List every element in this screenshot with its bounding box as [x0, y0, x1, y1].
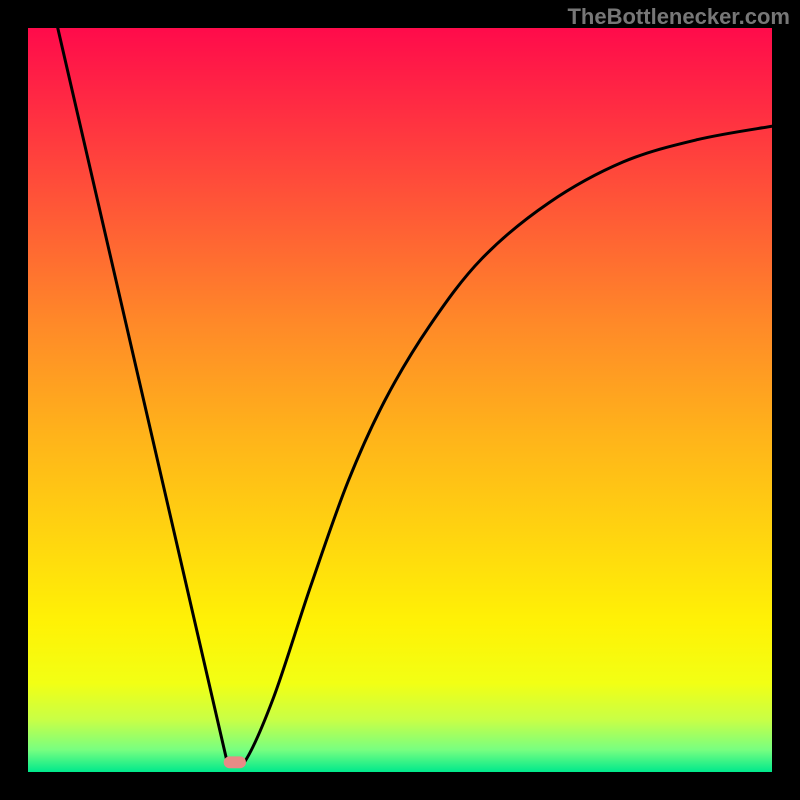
watermark-text: TheBottlenecker.com	[567, 4, 790, 30]
bottleneck-curve	[58, 28, 772, 763]
plot-area	[28, 28, 772, 772]
minimum-marker	[224, 756, 246, 768]
curve-overlay	[28, 28, 772, 772]
chart-container: TheBottlenecker.com	[0, 0, 800, 800]
